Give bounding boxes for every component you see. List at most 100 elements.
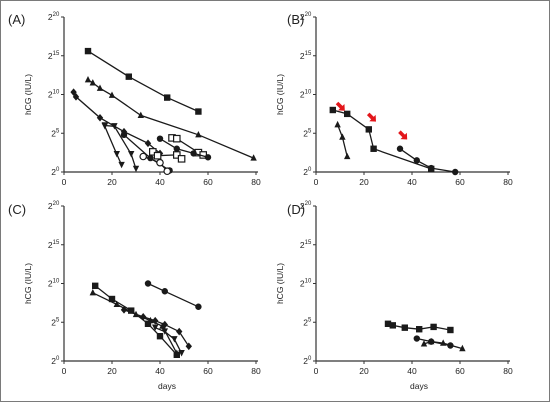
series-7 <box>149 148 186 163</box>
series-line <box>104 126 123 166</box>
y-axis-label: hCG (IU/L) <box>275 263 285 304</box>
data-point <box>156 333 164 340</box>
data-point <box>108 295 116 303</box>
y-tick-label: 220 <box>300 12 312 22</box>
data-point <box>140 313 147 321</box>
series-1 <box>384 320 454 334</box>
y-tick-label: 20 <box>303 356 312 366</box>
panel-label: (C) <box>8 202 26 217</box>
data-point <box>195 108 202 115</box>
y-tick-label: 210 <box>300 90 312 100</box>
data-point <box>344 110 351 118</box>
data-point <box>156 135 164 142</box>
data-point <box>153 151 162 160</box>
y-tick-label: 220 <box>48 201 60 211</box>
data-point <box>413 157 420 164</box>
data-point <box>147 316 154 324</box>
data-point <box>178 350 185 357</box>
data-point <box>416 326 423 333</box>
data-point <box>396 145 404 152</box>
data-point <box>334 120 341 128</box>
data-point <box>176 327 183 336</box>
data-point <box>250 154 257 161</box>
x-tick-label: 60 <box>203 177 213 187</box>
x-tick-label: 0 <box>314 366 319 376</box>
data-point <box>128 307 135 314</box>
data-point <box>84 47 92 55</box>
data-point <box>204 154 212 161</box>
data-point <box>440 339 447 346</box>
x-tick-label: 40 <box>155 366 165 376</box>
x-tick-label: 80 <box>251 366 261 376</box>
y-tick-label: 20 <box>303 167 312 177</box>
series-5 <box>101 123 125 169</box>
y-tick-label: 215 <box>300 51 312 61</box>
y-tick-label: 220 <box>48 12 60 22</box>
data-point <box>401 324 408 331</box>
data-point <box>173 134 181 143</box>
y-tick-label: 215 <box>48 51 60 61</box>
red-arrow-icon <box>335 101 345 111</box>
y-tick-label: 20 <box>51 356 60 366</box>
x-tick-label: 60 <box>203 366 213 376</box>
x-tick-label: 60 <box>455 366 465 376</box>
data-point <box>365 126 372 133</box>
panel-label: (B) <box>287 12 304 27</box>
data-point <box>111 123 118 130</box>
data-point <box>163 167 172 176</box>
data-point <box>144 139 152 148</box>
data-point <box>430 323 437 331</box>
series-line <box>104 124 137 170</box>
series-2 <box>334 120 351 160</box>
data-point <box>118 161 125 169</box>
x-axis-label: days <box>158 381 176 391</box>
series-2 <box>92 282 180 358</box>
data-point <box>171 336 178 343</box>
series-4 <box>101 122 140 173</box>
data-point <box>389 322 396 329</box>
y-tick-label: 215 <box>300 240 312 250</box>
series-line <box>159 138 209 158</box>
series-1 <box>84 47 202 115</box>
data-point <box>137 111 144 119</box>
x-axis-label: days <box>410 381 428 391</box>
data-point <box>195 303 202 310</box>
series-line <box>123 309 190 347</box>
x-tick-label: 0 <box>62 366 67 376</box>
x-tick-label: 20 <box>107 177 117 187</box>
data-point <box>96 113 104 122</box>
data-point <box>173 349 180 356</box>
series-line <box>87 50 199 113</box>
series-3 <box>420 337 466 352</box>
y-tick-label: 210 <box>48 90 60 100</box>
series-9 <box>156 135 212 161</box>
data-point <box>89 79 96 86</box>
series-3 <box>396 145 459 176</box>
y-tick-label: 25 <box>303 128 312 138</box>
data-point <box>161 328 168 335</box>
data-point <box>113 150 120 158</box>
data-point <box>101 123 108 130</box>
data-point <box>152 316 159 325</box>
y-axis-label: hCG (IU/L) <box>23 74 33 115</box>
data-point <box>339 133 346 140</box>
data-point <box>161 320 168 329</box>
series-2 <box>84 75 257 161</box>
x-tick-label: 80 <box>251 177 261 187</box>
series-line <box>147 282 199 308</box>
x-tick-label: 80 <box>503 366 513 376</box>
data-point <box>96 84 104 91</box>
series-line <box>423 340 463 350</box>
y-axis-label: hCG (IU/L) <box>275 74 285 115</box>
x-tick-label: 40 <box>407 177 417 187</box>
series-3 <box>89 289 180 356</box>
series-line <box>94 285 178 356</box>
x-tick-label: 80 <box>503 177 513 187</box>
red-arrow-icon <box>366 112 376 122</box>
panel-label: (A) <box>8 12 25 27</box>
data-point <box>161 288 168 295</box>
